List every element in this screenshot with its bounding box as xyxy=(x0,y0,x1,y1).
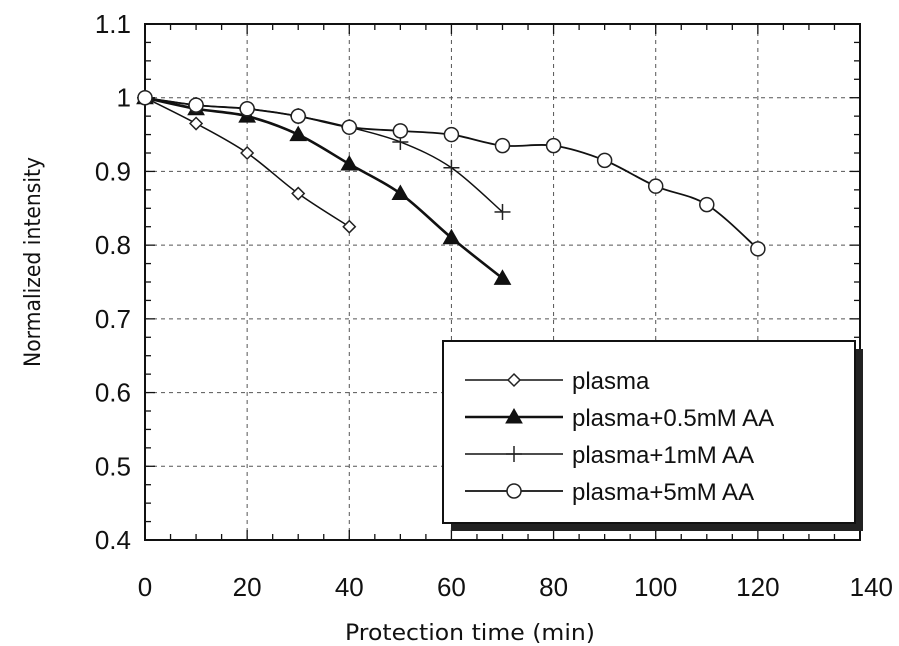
data-point xyxy=(340,155,359,171)
data-point xyxy=(290,108,306,124)
legend: plasma plasma+0.5mM AA plasma+1mM AA plasma… xyxy=(442,340,863,531)
y-tick-label: 0.4 xyxy=(95,525,131,555)
legend-item: plasma+5mM AA xyxy=(465,479,754,506)
data-point xyxy=(188,97,204,113)
data-point xyxy=(443,126,460,143)
data-point xyxy=(342,219,357,234)
legend-item: plasma+0.5mM AA xyxy=(465,405,774,432)
y-axis-tick-labels: 0.4 0.5 0.6 0.7 0.8 0.9 1 1.1 xyxy=(95,9,131,555)
data-point xyxy=(750,241,766,257)
data-point xyxy=(494,137,511,154)
x-axis-tick-labels: 0 20 40 60 80 100 120 140 xyxy=(138,572,893,602)
data-point xyxy=(189,116,204,131)
data-point xyxy=(392,123,409,139)
legend-item: plasma xyxy=(465,368,650,395)
legend-marker xyxy=(506,446,522,462)
legend-item: plasma+1mM AA xyxy=(465,442,754,469)
y-tick-label: 0.6 xyxy=(95,378,131,408)
series-plasma-0-5mm-aa xyxy=(136,88,512,285)
data-point xyxy=(442,228,461,245)
x-tick-label: 20 xyxy=(233,572,262,602)
data-point xyxy=(391,184,410,201)
data-point xyxy=(443,159,460,176)
data-point xyxy=(240,145,255,161)
data-point xyxy=(137,89,153,106)
data-point xyxy=(289,125,308,142)
y-tick-label: 0.7 xyxy=(95,304,131,334)
data-point xyxy=(699,196,715,213)
y-tick-label: 1.1 xyxy=(95,9,131,39)
x-tick-label: 0 xyxy=(138,572,152,602)
data-point xyxy=(493,269,512,285)
y-tick-label: 1 xyxy=(117,83,131,113)
legend-marker xyxy=(506,372,522,388)
series-plasma-5mm-aa xyxy=(137,89,766,257)
y-tick-label: 0.9 xyxy=(95,156,131,186)
data-point xyxy=(596,152,613,169)
data-point xyxy=(647,178,664,194)
legend-label: plasma+5mM AA xyxy=(572,479,754,506)
data-point xyxy=(291,186,306,201)
x-axis-title: Protection time (min) xyxy=(345,621,595,646)
x-tick-label: 80 xyxy=(539,572,568,602)
legend-marker xyxy=(506,483,522,499)
x-tick-label: 100 xyxy=(634,572,677,602)
y-tick-label: 0.8 xyxy=(95,230,131,260)
legend-label: plasma+0.5mM AA xyxy=(572,405,774,432)
data-point xyxy=(341,119,358,135)
data-series xyxy=(136,88,766,285)
x-tick-label: 40 xyxy=(335,572,364,602)
y-tick-label: 0.5 xyxy=(95,451,131,481)
legend-label: plasma+1mM AA xyxy=(572,442,754,469)
x-tick-label: 60 xyxy=(437,572,466,602)
legend-marker xyxy=(505,407,523,424)
data-point xyxy=(545,137,562,154)
y-axis-title: Normalized intensity xyxy=(21,157,46,367)
x-tick-label: 120 xyxy=(736,572,779,602)
data-point xyxy=(494,203,511,220)
x-tick-label: 140 xyxy=(850,572,893,602)
legend-label: plasma xyxy=(572,368,650,395)
data-point xyxy=(239,101,255,117)
